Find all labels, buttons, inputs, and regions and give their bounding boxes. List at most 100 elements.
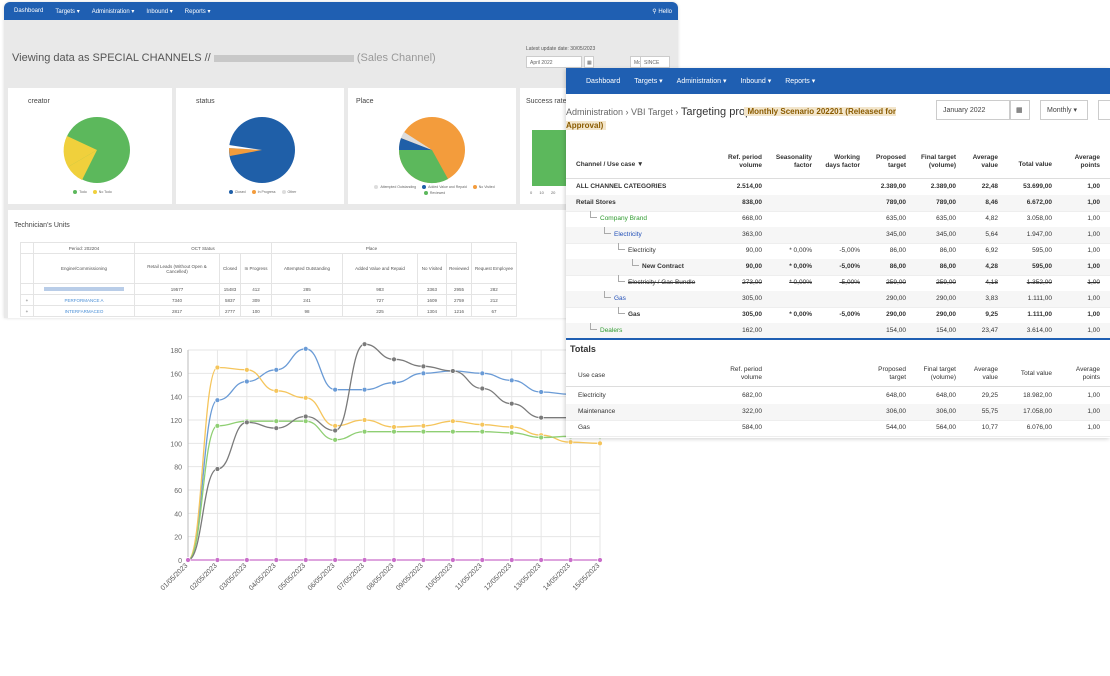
legend-swatch bbox=[281, 190, 286, 194]
data-point-2 bbox=[361, 428, 368, 435]
nav-dashboard[interactable]: Dashboard bbox=[14, 8, 44, 14]
x-tick-label: 02/05/2023 bbox=[189, 562, 219, 592]
frequency-dropdown[interactable]: Monthly ▾ bbox=[1040, 100, 1088, 120]
table-cell: 1,00 bbox=[1087, 327, 1100, 334]
table-cell: 1,00 bbox=[1087, 263, 1100, 270]
pie-slice-no-todo-lower bbox=[68, 150, 97, 180]
table-cell: 838,00 bbox=[742, 199, 762, 206]
month-input[interactable]: January 2022 bbox=[936, 100, 1010, 120]
data-point-4 bbox=[567, 557, 574, 563]
dashboard-window: Dashboard Targets ▾ Administration ▾ Inb… bbox=[4, 2, 678, 318]
data-point-1 bbox=[244, 367, 250, 373]
table-cell: 1,00 bbox=[1087, 408, 1100, 415]
table-row[interactable]: Electricity 90,00 * 0,00% -5,00% 86,00 86,00 6… bbox=[566, 243, 1110, 260]
row-link[interactable]: INTERFARMACEO bbox=[33, 305, 135, 317]
table-cell: -5,00% bbox=[839, 311, 860, 318]
table-cell: 1,00 bbox=[1087, 424, 1100, 431]
data-point-3 bbox=[509, 400, 515, 407]
latest-update-label: Latest update date: 30/05/2023 bbox=[526, 46, 596, 52]
column-header: Average points bbox=[1074, 154, 1100, 169]
table-cell: 90,00 bbox=[745, 247, 762, 254]
nav-reports[interactable]: Reports ▾ bbox=[785, 78, 816, 85]
calendar-button[interactable]: ▦ bbox=[1010, 100, 1030, 120]
table-cell: 282 bbox=[471, 283, 517, 295]
table-cell: 682,00 bbox=[742, 392, 762, 399]
table-cell: 306,00 bbox=[886, 408, 906, 415]
data-point-2 bbox=[303, 418, 309, 424]
row-label-text: Electricity bbox=[614, 231, 642, 238]
table-cell: 2777 bbox=[219, 305, 241, 317]
column-header-channel[interactable]: Channel / Use case ▼ bbox=[576, 161, 644, 168]
row-label[interactable]: Gas bbox=[604, 291, 626, 307]
table-row[interactable]: ALL CHANNEL CATEGORIES 2.514,00 2.389,00 2.… bbox=[566, 179, 1110, 196]
axis-tick: 0 bbox=[530, 190, 533, 195]
table-header-row: Engine/Commissioning Retail Leads (Witho… bbox=[20, 253, 517, 284]
pie-slice-reviewed bbox=[398, 150, 448, 184]
table-row[interactable]: + INTERFARMACEO 2817 2777 100 98 225 130… bbox=[20, 305, 517, 317]
nav-inbound[interactable]: Inbound ▾ bbox=[740, 78, 772, 85]
x-tick-label: 13/05/2023 bbox=[513, 562, 543, 592]
tree-branch-icon bbox=[618, 307, 625, 314]
row-link[interactable]: PERFORMANCE A bbox=[33, 294, 135, 306]
row-label[interactable]: Electricity bbox=[604, 227, 642, 243]
nav-administration[interactable]: Administration ▾ bbox=[91, 8, 135, 15]
legend-swatch bbox=[73, 190, 78, 194]
units-table: Period: 202204 OCT Status Place Engine/C… bbox=[20, 242, 517, 317]
row-label: Retail Stores bbox=[576, 195, 616, 211]
tree-branch-icon bbox=[604, 227, 611, 234]
table-row[interactable]: + PERFORMANCE A 7340 5837 309 241 727 16… bbox=[20, 294, 517, 306]
table-cell: 3,83 bbox=[985, 295, 998, 302]
table-cell: 2955 bbox=[446, 283, 472, 295]
table-cell: 635,00 bbox=[886, 215, 906, 222]
user-menu[interactable]: ⚲ Hello bbox=[652, 8, 672, 15]
nav-administration[interactable]: Administration ▾ bbox=[676, 78, 727, 85]
more-button[interactable] bbox=[1098, 100, 1110, 120]
row-label[interactable]: Dealers bbox=[590, 323, 622, 339]
tree-branch-icon bbox=[618, 275, 625, 282]
table-cell: 290,00 bbox=[936, 295, 956, 302]
table-cell: 98 bbox=[271, 305, 343, 317]
creator-pie-chart bbox=[63, 117, 130, 183]
table-cell: 6.076,00 bbox=[1026, 424, 1052, 431]
table-row[interactable]: Gas 305,00 * 0,00% -5,00% 290,00 290,00 9,25 1.… bbox=[566, 307, 1110, 324]
table-row[interactable]: Electricity 363,00 345,00 345,00 5,64 1.947,0… bbox=[566, 227, 1110, 244]
row-label: Electricity bbox=[578, 392, 606, 399]
table-cell bbox=[20, 283, 34, 295]
totals-row: Electricity 682,00 648,00 648,00 29,25 18.982… bbox=[566, 388, 1110, 405]
y-tick-label: 40 bbox=[174, 511, 182, 518]
x-tick-label: 09/05/2023 bbox=[395, 562, 425, 592]
row-label-text: Electricity bbox=[628, 247, 656, 254]
table-row[interactable]: Retail Stores 838,00 789,00 789,00 8,46 6.672… bbox=[566, 195, 1110, 212]
proposals-table-header: Channel / Use case ▼ Ref. period volume … bbox=[566, 148, 1110, 179]
calendar-button[interactable]: ▦ bbox=[584, 56, 594, 68]
table-row[interactable]: Electricity / Gas Bundle 273,00 * 0,00% -5,… bbox=[566, 275, 1110, 292]
data-point-3 bbox=[332, 427, 338, 434]
totals-row: Gas 584,00 544,00 564,00 10,77 6.076,00 1,00 bbox=[566, 420, 1110, 437]
legend-swatch bbox=[251, 190, 256, 194]
expand-icon[interactable]: + bbox=[20, 294, 34, 306]
nav-inbound[interactable]: Inbound ▾ bbox=[146, 8, 173, 15]
row-label[interactable]: Company Brand bbox=[590, 211, 647, 227]
data-point-0 bbox=[361, 386, 368, 393]
axis-tick: 10 bbox=[539, 190, 544, 195]
nav-reports[interactable]: Reports ▾ bbox=[184, 8, 211, 15]
data-point-4 bbox=[214, 557, 221, 563]
table-cell: 7340 bbox=[134, 294, 220, 306]
data-point-4 bbox=[303, 557, 309, 563]
period-input[interactable]: April 2022 bbox=[526, 56, 582, 68]
engine-header: Engine/Commissioning bbox=[33, 253, 135, 284]
data-point-3 bbox=[420, 363, 427, 370]
breadcrumb-path[interactable]: Administration › VBI Target › bbox=[566, 107, 679, 117]
table-row[interactable]: Company Brand 668,00 635,00 635,00 4,82 3.058… bbox=[566, 211, 1110, 228]
nav-dashboard[interactable]: Dashboard bbox=[586, 77, 621, 85]
table-cell: 305,00 bbox=[742, 295, 762, 302]
table-row[interactable]: Gas 305,00 290,00 290,00 3,83 1.111,00 1,00 bbox=[566, 291, 1110, 308]
row-label-text: Electricity / Gas Bundle bbox=[628, 279, 696, 286]
table-row[interactable]: New Contract 90,00 * 0,00% -5,00% 86,00 86,00… bbox=[566, 259, 1110, 276]
since-select[interactable]: SINCE bbox=[640, 56, 670, 68]
expand-icon[interactable]: + bbox=[20, 305, 34, 317]
nav-targets[interactable]: Targets ▾ bbox=[55, 8, 80, 15]
nav-targets[interactable]: Targets ▾ bbox=[634, 78, 663, 85]
table-cell: 983 bbox=[342, 283, 418, 295]
row-label-text: New Contract bbox=[642, 263, 684, 270]
